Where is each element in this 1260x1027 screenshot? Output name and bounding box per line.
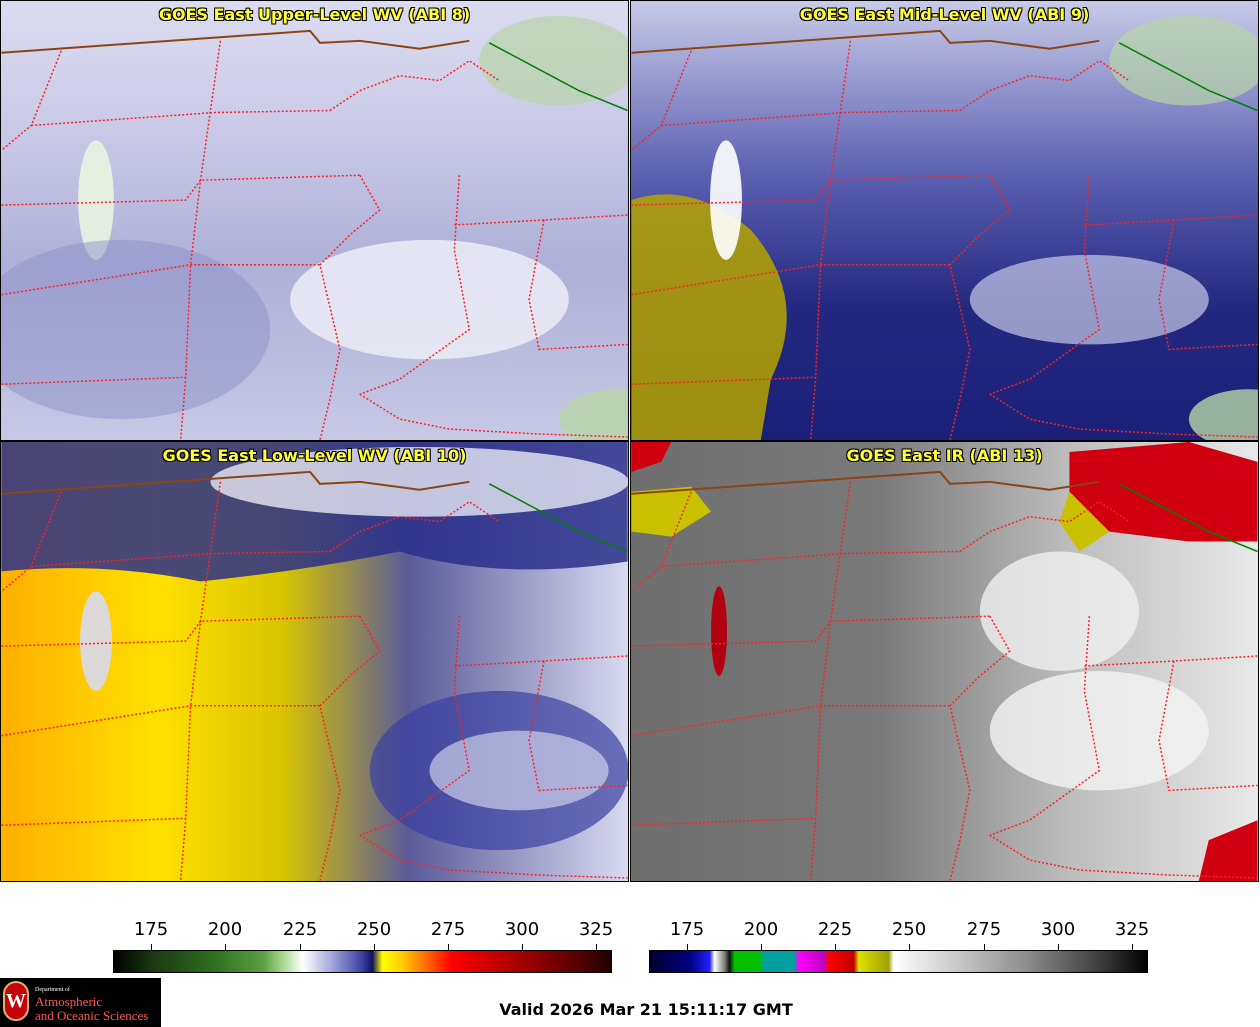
- ir-tick-label: 200: [743, 919, 779, 940]
- satellite-map-mid: [631, 15, 1258, 440]
- wv-tick-label: 300: [504, 919, 540, 940]
- uw-crest-icon: W: [3, 981, 29, 1021]
- ir-tick-mark: [1132, 944, 1133, 950]
- ir-tick-label: 225: [817, 919, 853, 940]
- valid-time: Valid 2026 Mar 21 15:11:17 GMT: [499, 1000, 793, 1019]
- ir-colorbar: [649, 950, 1148, 973]
- satellite-map-ir: [631, 442, 1258, 881]
- wv-tick-mark: [151, 944, 152, 950]
- ir-panel: GOES East IR (ABI 13): [630, 441, 1259, 882]
- wv-colorbar: [113, 950, 612, 973]
- wv-tick-label: 250: [356, 919, 392, 940]
- wv-tick-label: 200: [207, 919, 243, 940]
- wv-tick-mark: [596, 944, 597, 950]
- panel-title: GOES East Mid-Level WV (ABI 9): [799, 5, 1090, 24]
- logo-dept-text: Department of: [35, 987, 70, 993]
- ir-tick-mark: [687, 944, 688, 950]
- ir-tick-label: 275: [966, 919, 1002, 940]
- logo-line2: and Oceanic Sciences: [35, 1008, 149, 1023]
- wv-tick-label: 325: [578, 919, 614, 940]
- ir-tick-mark: [835, 944, 836, 950]
- wv-tick-label: 225: [282, 919, 318, 940]
- mid-level-wv-panel: GOES East Mid-Level WV (ABI 9): [630, 0, 1259, 441]
- upper-level-wv-panel: GOES East Upper-Level WV (ABI 8): [0, 0, 629, 441]
- wv-tick-mark: [225, 944, 226, 950]
- ir-tick-label: 175: [669, 919, 705, 940]
- satellite-map-low: [1, 442, 628, 881]
- ir-tick-label: 300: [1040, 919, 1076, 940]
- panel-title: GOES East Low-Level WV (ABI 10): [162, 446, 467, 465]
- panel-title: GOES East IR (ABI 13): [846, 446, 1043, 465]
- ir-tick-mark: [909, 944, 910, 950]
- logo-line1: Atmospheric: [35, 994, 103, 1009]
- aos-logo: W Department of Atmospheric and Oceanic …: [0, 978, 161, 1027]
- wv-tick-label: 175: [133, 919, 169, 940]
- wv-tick-mark: [374, 944, 375, 950]
- satellite-map-upper: [1, 15, 628, 440]
- wv-tick-label: 275: [430, 919, 466, 940]
- ir-tick-mark: [984, 944, 985, 950]
- ir-tick-mark: [1058, 944, 1059, 950]
- ir-tick-label: 250: [891, 919, 927, 940]
- low-level-wv-panel: GOES East Low-Level WV (ABI 10): [0, 441, 629, 882]
- ir-tick-mark: [761, 944, 762, 950]
- ir-tick-label: 325: [1114, 919, 1150, 940]
- panel-title: GOES East Upper-Level WV (ABI 8): [158, 5, 471, 24]
- wv-tick-mark: [300, 944, 301, 950]
- wv-tick-mark: [448, 944, 449, 950]
- wv-tick-mark: [522, 944, 523, 950]
